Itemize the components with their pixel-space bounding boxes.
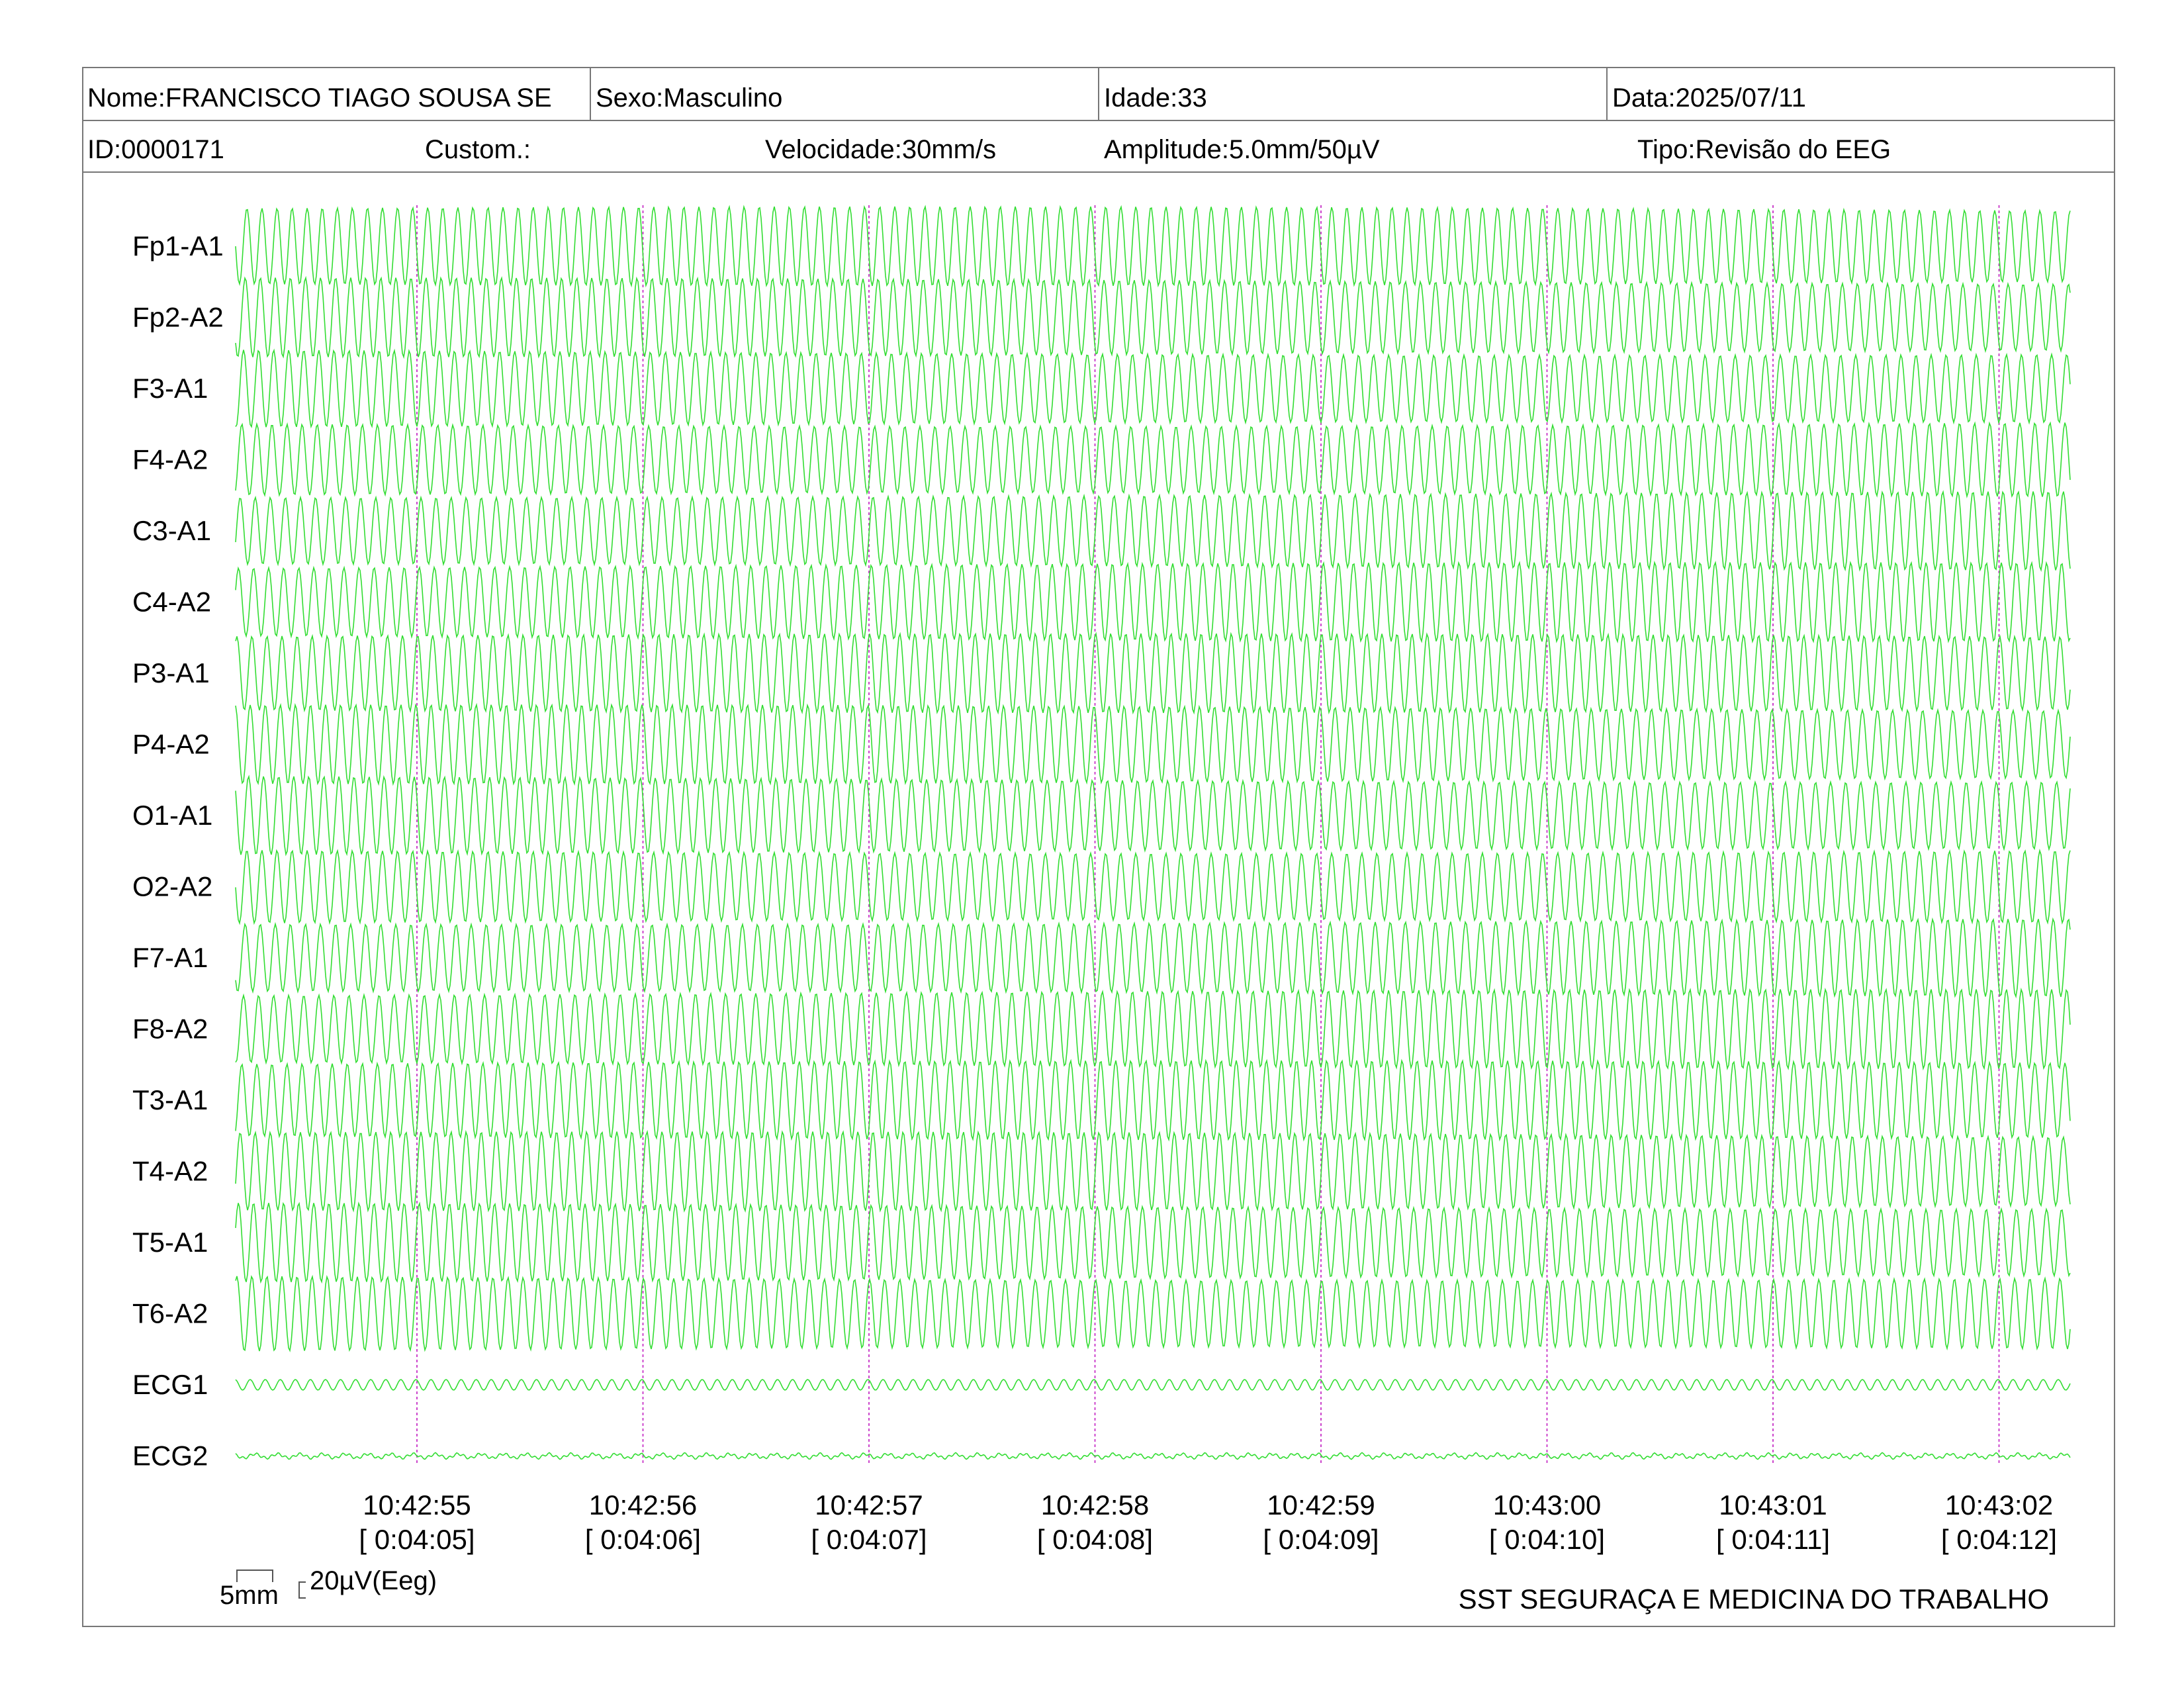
- time-tick-label: 10:42:55: [363, 1489, 471, 1521]
- channel-trace: [235, 205, 2071, 288]
- channel-label: C3-A1: [132, 515, 211, 546]
- elapsed-tick-label: [ 0:04:06]: [585, 1524, 701, 1555]
- scale-amplitude-label: 20µV(Eeg): [310, 1566, 437, 1595]
- channel-label: ECG2: [132, 1440, 208, 1472]
- channel-label: F7-A1: [132, 942, 208, 973]
- channel-trace: [235, 1452, 2071, 1460]
- time-tick-label: 10:42:57: [815, 1489, 923, 1521]
- time-tick-label: 10:43:00: [1493, 1489, 1602, 1521]
- elapsed-tick-label: [ 0:04:10]: [1489, 1524, 1605, 1555]
- elapsed-tick-label: [ 0:04:05]: [359, 1524, 475, 1555]
- channel-label: F4-A2: [132, 444, 208, 475]
- channel-label: O1-A1: [132, 800, 212, 831]
- time-tick-label: 10:42:56: [589, 1489, 698, 1521]
- channel-trace: [235, 1274, 2071, 1352]
- channel-trace: [235, 917, 2071, 999]
- scale-time-label: 5mm: [220, 1581, 279, 1610]
- company-name: SST SEGURAÇA E MEDICINA DO TRABALHO: [1458, 1583, 2049, 1615]
- channel-trace: [235, 987, 2071, 1071]
- channel-label: F8-A2: [132, 1013, 208, 1045]
- channel-trace: [235, 774, 2071, 857]
- channel-trace: [235, 1058, 2071, 1142]
- channel-label: ECG1: [132, 1369, 208, 1400]
- channel-label: Fp2-A2: [132, 302, 224, 333]
- custom-field: Custom.:: [425, 135, 531, 164]
- channel-label: C4-A2: [132, 586, 211, 618]
- channel-trace: [235, 1379, 2071, 1391]
- channel-label: T6-A2: [132, 1298, 208, 1329]
- patient-name: Nome:FRANCISCO TIAGO SOUSA SE: [87, 83, 552, 113]
- elapsed-tick-label: [ 0:04:11]: [1716, 1524, 1830, 1555]
- exam-type: Tipo:Revisão do EEG: [1637, 135, 1891, 164]
- speed-field: Velocidade:30mm/s: [765, 135, 997, 164]
- header-col-divider-3: [1606, 67, 1608, 120]
- header-divider-1: [82, 120, 2115, 121]
- amplitude-field: Amplitude:5.0mm/50µV: [1104, 135, 1380, 164]
- channel-trace: [235, 490, 2071, 573]
- channel-trace: [235, 702, 2071, 786]
- time-tick-label: 10:43:01: [1719, 1489, 1827, 1521]
- time-tick-label: 10:42:59: [1267, 1489, 1375, 1521]
- header-divider-2: [82, 171, 2115, 173]
- channel-label: F3-A1: [132, 373, 208, 404]
- channel-trace: [235, 275, 2071, 359]
- channel-trace: [235, 561, 2071, 643]
- channel-label: O2-A2: [132, 871, 212, 902]
- channel-trace: [235, 1201, 2071, 1284]
- header-col-divider-2: [1098, 67, 1099, 120]
- channel-label: P4-A2: [132, 729, 210, 760]
- channel-label: T5-A1: [132, 1227, 208, 1258]
- patient-age: Idade:33: [1104, 83, 1207, 113]
- patient-sex: Sexo:Masculino: [596, 83, 783, 113]
- channel-trace: [235, 348, 2071, 429]
- elapsed-tick-label: [ 0:04:08]: [1037, 1524, 1153, 1555]
- time-tick-label: 10:42:58: [1041, 1489, 1150, 1521]
- header-col-divider-1: [590, 67, 591, 120]
- channel-label: T3-A1: [132, 1084, 208, 1115]
- exam-date: Data:2025/07/11: [1612, 83, 1806, 113]
- channel-trace: [235, 421, 2071, 498]
- channel-label: T4-A2: [132, 1156, 208, 1187]
- channel-label: Fp1-A1: [132, 230, 224, 261]
- elapsed-tick-label: [ 0:04:09]: [1263, 1524, 1379, 1555]
- channel-label: P3-A1: [132, 657, 210, 688]
- elapsed-tick-label: [ 0:04:12]: [1941, 1524, 2057, 1555]
- channel-trace: [235, 848, 2071, 925]
- patient-id: ID:0000171: [87, 135, 224, 164]
- channel-trace: [235, 632, 2071, 715]
- time-tick-label: 10:43:02: [1945, 1489, 2054, 1521]
- elapsed-tick-label: [ 0:04:07]: [811, 1524, 927, 1555]
- channel-trace: [235, 1129, 2071, 1213]
